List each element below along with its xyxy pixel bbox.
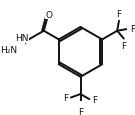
- Text: F: F: [78, 107, 83, 115]
- Text: F: F: [130, 25, 135, 34]
- Text: F: F: [92, 95, 97, 104]
- Text: F: F: [121, 42, 126, 51]
- Text: H₂N: H₂N: [0, 46, 17, 55]
- Text: O: O: [46, 10, 53, 19]
- Text: F: F: [63, 93, 68, 102]
- Text: HN: HN: [15, 34, 28, 43]
- Text: F: F: [116, 10, 122, 19]
